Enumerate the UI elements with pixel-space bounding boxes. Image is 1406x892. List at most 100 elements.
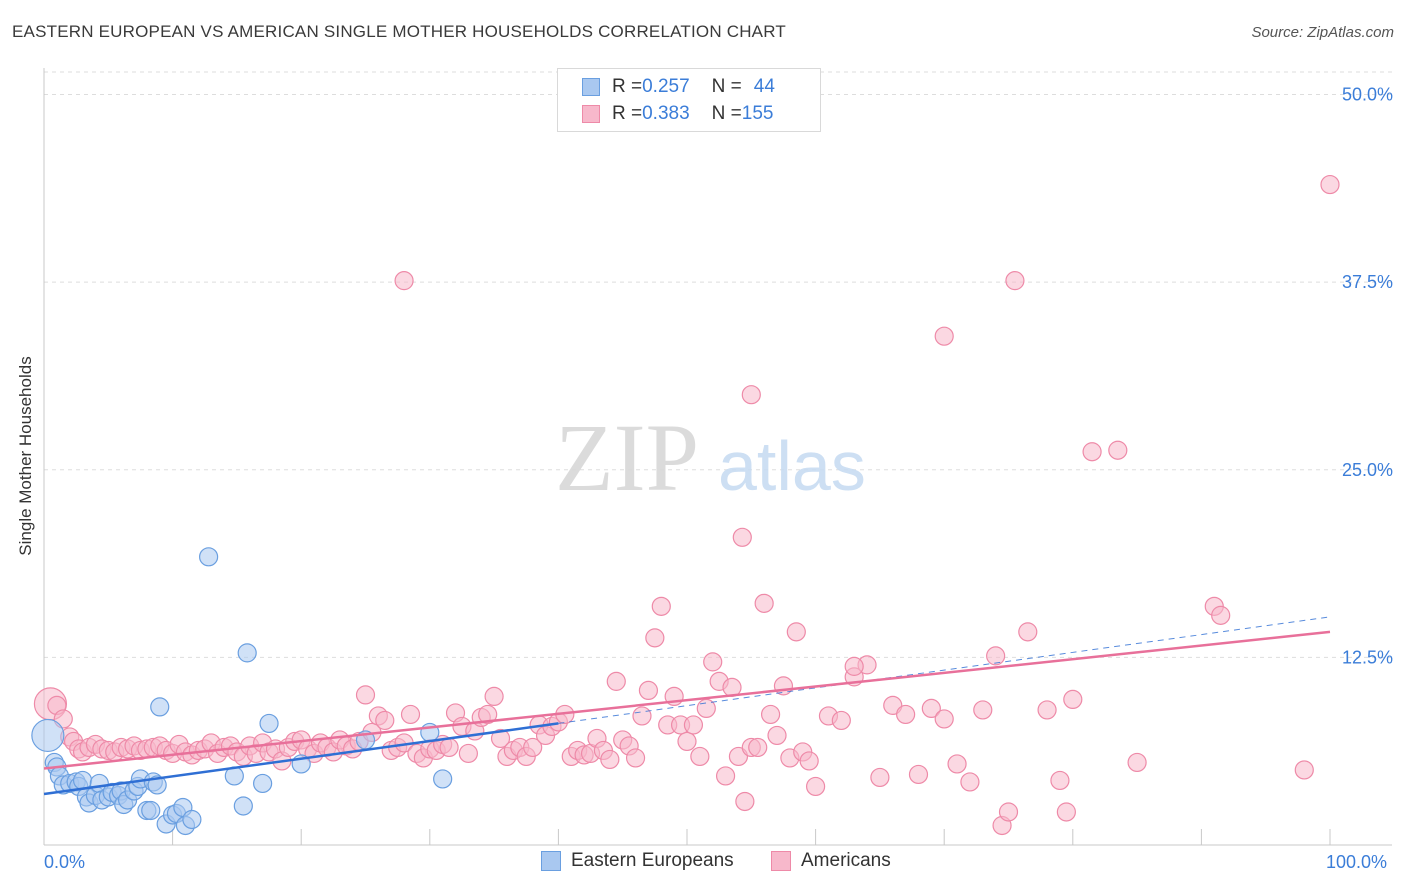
data-point — [690, 746, 710, 767]
legend-n-label: N = — [711, 103, 742, 124]
data-point — [253, 773, 273, 794]
bottom-legend-swatch-blue — [541, 851, 561, 871]
legend-n-label: N = — [711, 76, 742, 97]
watermark: ZIP atlas — [555, 404, 866, 511]
data-point — [394, 271, 414, 291]
data-point — [973, 700, 993, 720]
legend-r-label: R = — [612, 76, 643, 97]
data-point — [1320, 174, 1340, 195]
data-point — [400, 704, 421, 725]
data-point — [458, 743, 478, 764]
x-tick-label-max: 100.0% — [1326, 852, 1388, 872]
y-tick-label: 50.0% — [1342, 85, 1393, 105]
data-point — [141, 800, 161, 821]
watermark-atlas: atlas — [718, 427, 866, 505]
y-tick-labels: 12.5% 25.0% 37.5% 50.0% — [1342, 85, 1393, 668]
data-point — [748, 737, 768, 758]
bottom-legend-label: Eastern Europeans — [571, 850, 734, 871]
bottom-legend-americans: Americans — [771, 850, 891, 872]
data-point — [1056, 802, 1076, 822]
data-point — [934, 326, 954, 346]
data-point — [632, 706, 652, 726]
data-point — [998, 802, 1019, 822]
data-point — [147, 775, 167, 795]
stats-legend: R = 0.257 N = 44 R = 0.383 N = 155 — [557, 68, 821, 132]
legend-r-value: 0.383 — [642, 103, 690, 124]
trendline-eastern-europeans — [43, 722, 559, 796]
data-point — [767, 725, 787, 746]
data-point — [773, 676, 794, 696]
data-point — [986, 646, 1006, 666]
y-tick-label: 25.0% — [1342, 460, 1393, 480]
data-point — [715, 766, 736, 786]
bottom-legend-swatch-pink — [771, 851, 791, 871]
legend-r-label: R = — [612, 103, 643, 124]
data-point — [677, 731, 697, 752]
data-point — [484, 686, 504, 707]
data-point — [896, 704, 916, 725]
legend-row-americans: R = 0.383 N = 155 — [582, 102, 773, 126]
data-point — [786, 622, 806, 642]
data-point — [638, 680, 659, 701]
data-point — [844, 656, 864, 676]
data-point — [870, 767, 890, 788]
data-point — [478, 704, 498, 725]
trendline-americans — [43, 630, 1331, 770]
data-point — [433, 769, 453, 789]
data-point — [199, 547, 219, 567]
y-axis-label: Single Mother Households — [16, 356, 35, 556]
data-point — [645, 628, 665, 648]
data-point — [1018, 622, 1038, 642]
data-point — [625, 748, 646, 768]
data-point — [31, 718, 65, 753]
source-label: Source: ZipAtlas.com — [1251, 24, 1394, 41]
trendline-blue-extension — [558, 616, 1331, 724]
data-point — [754, 593, 774, 613]
bottom-legend-label: Americans — [801, 850, 891, 871]
data-point — [1294, 760, 1314, 780]
data-point — [947, 754, 967, 774]
trendlines — [43, 616, 1331, 796]
legend-swatch-pink — [582, 105, 600, 123]
data-point — [182, 809, 202, 830]
data-point — [683, 715, 704, 735]
data-point — [651, 596, 671, 616]
data-point — [233, 796, 253, 816]
data-point — [799, 751, 819, 771]
data-point — [355, 685, 376, 705]
legend-row-eastern-europeans: R = 0.257 N = 44 — [582, 75, 775, 99]
data-point — [960, 772, 980, 792]
legend-n-value: 44 — [753, 76, 775, 97]
data-point — [934, 709, 954, 729]
watermark-zip: ZIP — [555, 404, 699, 511]
data-point — [735, 791, 755, 812]
data-point — [732, 527, 752, 547]
data-point — [1005, 271, 1025, 291]
data-point — [1211, 605, 1231, 625]
data-point — [150, 697, 170, 717]
data-point — [908, 764, 929, 785]
data-point — [760, 704, 781, 725]
data-point — [375, 710, 395, 731]
data-point — [1108, 440, 1128, 460]
data-point — [490, 728, 511, 749]
legend-r-value: 0.257 — [642, 76, 690, 97]
data-point — [1037, 700, 1057, 720]
bottom-legend-eastern-europeans: Eastern Europeans — [541, 850, 734, 872]
eastern-europeans-points — [31, 547, 453, 836]
y-tick-label: 12.5% — [1342, 647, 1393, 667]
data-point — [439, 737, 459, 758]
data-point — [606, 671, 626, 691]
x-tick-label-min: 0.0% — [44, 852, 86, 872]
chart-title: EASTERN EUROPEAN VS AMERICAN SINGLE MOTH… — [12, 22, 786, 41]
data-point — [259, 713, 279, 734]
data-point — [921, 698, 941, 719]
gridlines — [44, 71, 1392, 658]
data-point — [703, 652, 723, 672]
data-point — [237, 643, 257, 663]
data-point — [1063, 689, 1083, 710]
data-point — [741, 385, 761, 405]
data-point — [1082, 442, 1102, 462]
data-point — [831, 710, 851, 731]
